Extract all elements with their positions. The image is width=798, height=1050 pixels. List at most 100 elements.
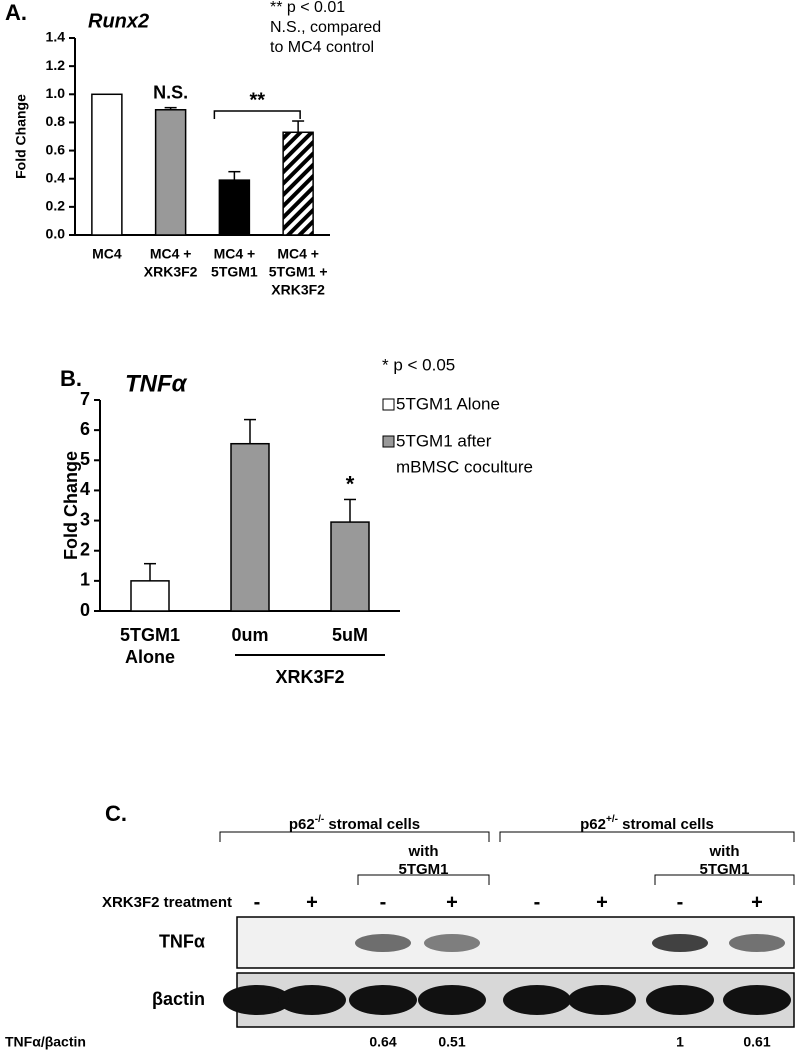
x-tick-label: 0um	[231, 625, 268, 645]
y-tick-label: 1.0	[46, 85, 66, 101]
treatment-sign: -	[534, 891, 541, 913]
x-tick-label: MC4 +	[214, 246, 256, 262]
treatment-sign: +	[306, 891, 318, 913]
treatment-sign: +	[751, 891, 763, 913]
treatment-sign: -	[380, 891, 387, 913]
band	[355, 934, 411, 952]
note: to MC4 control	[270, 39, 374, 56]
band	[278, 985, 346, 1015]
x-tick-label: XRK3F2	[144, 264, 198, 280]
ratio-value: 1	[676, 1034, 684, 1050]
band	[418, 985, 486, 1015]
group-label-rest: stromal cells	[324, 816, 420, 833]
ratio-value: 0.64	[369, 1034, 396, 1050]
group-label-base: p62	[580, 816, 606, 833]
x-tick-label: XRK3F2	[271, 282, 325, 298]
treatment-sign: -	[254, 891, 261, 913]
y-tick-label: 1.2	[46, 57, 66, 73]
group-label: p62+/- stromal cells	[580, 814, 714, 833]
y-tick-label: 0.0	[46, 226, 66, 242]
row-label: TNFα	[159, 931, 205, 951]
x-tick-label: 5TGM1	[211, 264, 258, 280]
group-label-sup: -/-	[315, 814, 324, 825]
band	[223, 985, 291, 1015]
band	[349, 985, 417, 1015]
legend-note: * p < 0.05	[382, 355, 455, 374]
band	[503, 985, 571, 1015]
y-tick-label: 2	[80, 539, 90, 559]
y-tick-label: 3	[80, 509, 90, 529]
legend-label: 5TGM1 Alone	[396, 394, 500, 413]
x-tick-label: MC4 +	[277, 246, 319, 262]
bar	[330, 521, 370, 612]
sub-label: 5TGM1	[398, 861, 448, 878]
note: N.S., compared	[270, 19, 381, 36]
y-axis-label: Fold Change	[61, 451, 81, 560]
y-tick-label: 0.8	[46, 113, 66, 129]
legend-swatch	[382, 398, 395, 411]
x-tick-label: MC4 +	[150, 246, 192, 262]
x-tick-label: 5uM	[332, 625, 368, 645]
bar	[154, 109, 187, 236]
ratio-value: 0.51	[438, 1034, 465, 1050]
y-tick-label: 4	[80, 479, 90, 499]
legend-label: 5TGM1 after	[396, 431, 492, 450]
group-bracket	[499, 831, 795, 842]
sub-bracket	[357, 874, 490, 885]
y-axis-label: Fold Change	[13, 94, 29, 179]
band	[723, 985, 791, 1015]
y-tick-label: 0.2	[46, 198, 66, 214]
y-tick-label: 1	[80, 570, 90, 590]
bar	[282, 131, 314, 236]
bar	[130, 580, 170, 612]
group-bracket	[219, 831, 490, 842]
treatment-label: XRK3F2 treatment	[102, 894, 232, 911]
group-label-sup: +/-	[606, 814, 618, 825]
chart-title: TNFα	[125, 370, 188, 397]
y-tick-label: 1.4	[46, 29, 66, 45]
group-label-rest: stromal cells	[618, 816, 714, 833]
y-tick-label: 0	[80, 600, 90, 620]
y-tick-label: 0.4	[46, 169, 66, 185]
annotation: N.S.	[153, 82, 188, 102]
band	[568, 985, 636, 1015]
treatment-sign: +	[446, 891, 458, 913]
legend-label: mBMSC coculture	[396, 457, 533, 476]
x-tick-label: 5TGM1 +	[269, 264, 328, 280]
sub-bracket	[654, 874, 795, 885]
sub-label: 5TGM1	[699, 861, 749, 878]
treatment-sign: -	[677, 891, 684, 913]
note: ** p < 0.01	[270, 0, 345, 16]
row-label: βactin	[152, 989, 205, 1009]
y-tick-label: 0.6	[46, 141, 66, 157]
band	[652, 934, 708, 952]
group-label-base: p62	[289, 816, 315, 833]
blot-panel	[236, 916, 795, 969]
x-tick-label: Alone	[125, 647, 175, 667]
x-tick-label: MC4	[92, 246, 122, 262]
panel-label: B.	[60, 366, 82, 391]
legend-swatch	[382, 435, 395, 448]
band	[646, 985, 714, 1015]
group-label: p62-/- stromal cells	[289, 814, 420, 833]
y-tick-label: 6	[80, 419, 90, 439]
panel-label: C.	[105, 801, 127, 826]
panel-label: A.	[5, 0, 27, 25]
band	[424, 934, 480, 952]
band	[729, 934, 785, 952]
bar	[218, 179, 251, 236]
sub-label: with	[709, 843, 740, 860]
annotation: **	[249, 89, 265, 111]
ratio-value: 0.61	[743, 1034, 770, 1050]
sub-label: with	[408, 843, 439, 860]
group-label: XRK3F2	[275, 667, 344, 687]
bracket	[213, 110, 301, 120]
chart-title: Runx2	[88, 10, 149, 32]
ratio-label: TNFα/βactin	[5, 1034, 86, 1050]
treatment-sign: +	[596, 891, 608, 913]
bar	[230, 442, 270, 612]
x-tick-label: 5TGM1	[120, 625, 180, 645]
bar	[91, 93, 123, 236]
annotation: *	[346, 471, 355, 496]
